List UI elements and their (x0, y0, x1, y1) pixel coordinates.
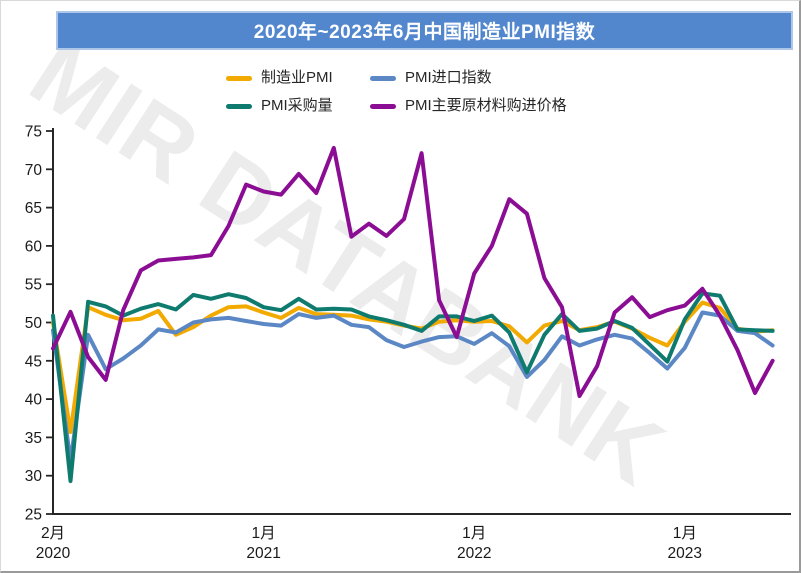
legend-swatch-manufacturing-pmi-icon (226, 75, 252, 81)
legend-swatch-purchase-quantity-icon (226, 103, 252, 109)
page-title: 2020年~2023年6月中国制造业PMI指数 (253, 22, 596, 43)
y-tick-label: 45 (25, 353, 42, 370)
y-tick-label: 70 (25, 162, 43, 179)
legend-label-purchase-quantity: PMI采购量 (261, 97, 333, 114)
y-tick-label: 75 (25, 124, 42, 141)
legend-label-import-index: PMI进口指数 (405, 69, 492, 86)
legend-label-manufacturing-pmi: 制造业PMI (261, 69, 333, 86)
y-tick-label: 65 (25, 200, 42, 217)
y-tick-label: 50 (25, 315, 43, 332)
legend-swatch-raw-material-price-icon (370, 103, 396, 109)
legend-item-manufacturing-pmi: 制造业PMI (226, 67, 333, 89)
title-banner: 2020年~2023年6月中国制造业PMI指数 (56, 11, 793, 50)
x-tick-month: 1月 (673, 525, 697, 542)
x-tick-year: 2022 (457, 545, 491, 562)
x-tick-month: 2月 (41, 525, 65, 542)
series-line-1 (51, 310, 775, 464)
series-line-2 (51, 291, 775, 484)
legend-item-purchase-quantity: PMI采购量 (226, 95, 333, 117)
x-tick-year: 2020 (36, 545, 71, 562)
y-tick-label: 35 (25, 430, 42, 447)
y-tick-label: 25 (25, 507, 42, 524)
y-tick-label: 60 (25, 238, 43, 255)
y-tick-label: 55 (25, 277, 42, 294)
x-tick-year: 2021 (246, 545, 280, 562)
series-line-3 (51, 145, 775, 398)
x-tick-month: 1月 (252, 525, 276, 542)
x-axis-labels: 2月 2020 1月 2021 1月 2022 1月 2023 (36, 525, 702, 562)
legend-label-raw-material-price: PMI主要原材料购进价格 (405, 97, 567, 114)
x-tick-month: 1月 (462, 525, 486, 542)
legend-item-raw-material-price: PMI主要原材料购进价格 (370, 95, 567, 117)
y-axis-ticks: 25 30 35 40 45 50 55 60 65 70 75 (25, 124, 53, 524)
x-tick-year: 2023 (668, 545, 702, 562)
legend-item-import-index: PMI进口指数 (370, 67, 492, 89)
y-tick-label: 40 (25, 392, 43, 409)
legend-swatch-import-index-icon (370, 75, 396, 81)
y-tick-label: 30 (25, 468, 43, 485)
